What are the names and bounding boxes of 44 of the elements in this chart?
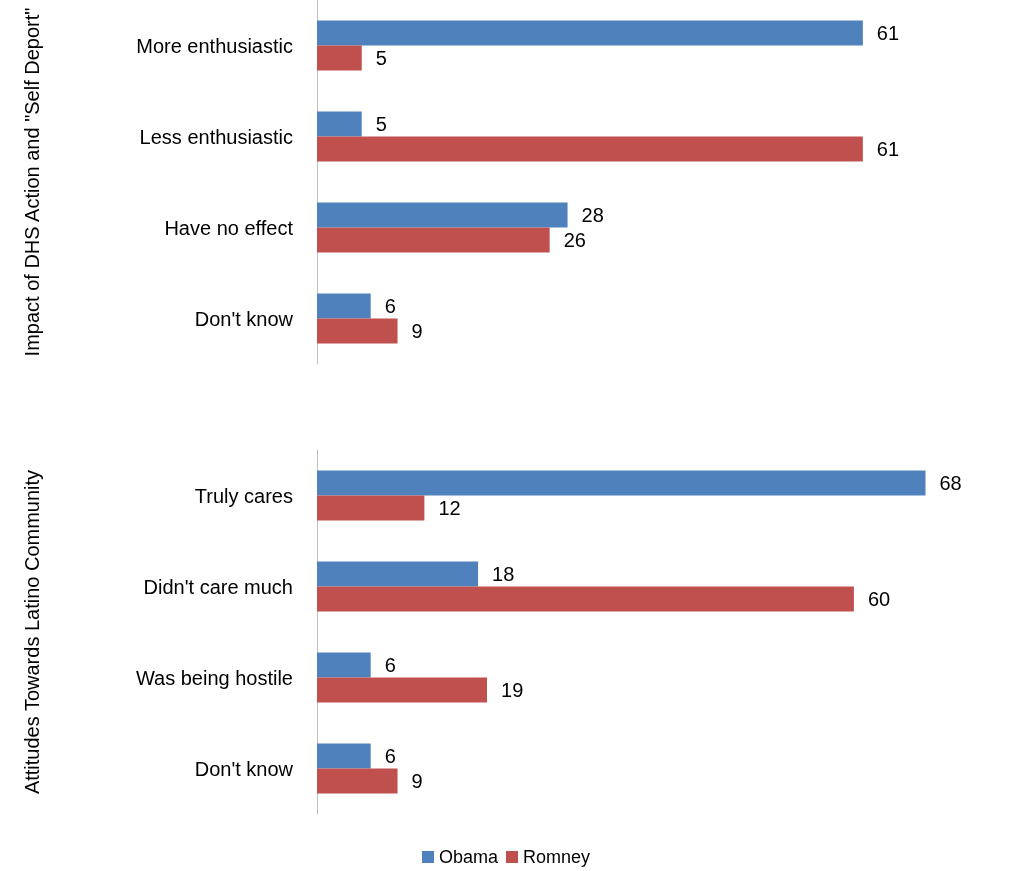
y-axis-title: Attitudes Towards Latino Community (21, 469, 43, 795)
bar (317, 111, 362, 137)
bar (317, 202, 568, 228)
bar (317, 470, 926, 496)
bar (317, 318, 398, 344)
data-label: 6 (384, 294, 396, 317)
y-tick-label: Less enthusiastic (139, 125, 293, 148)
y-tick-label: Don't know (194, 307, 294, 330)
data-label: 61 (876, 21, 900, 44)
bar (317, 677, 488, 703)
y-tick-label: Didn't care much (143, 575, 293, 598)
data-label: 6 (384, 744, 396, 767)
bar (317, 652, 371, 678)
bar (317, 45, 362, 71)
bar (317, 227, 550, 253)
data-label: 5 (375, 112, 387, 135)
bar (317, 561, 479, 587)
y-tick-label: Was being hostile (135, 666, 293, 689)
data-label: 68 (939, 471, 962, 494)
data-label: 19 (501, 679, 524, 702)
bar (317, 293, 371, 319)
y-tick-label: Don't know (194, 757, 294, 780)
bar (317, 136, 863, 162)
data-label: 18 (492, 562, 515, 585)
data-label: 6 (384, 653, 396, 676)
legend-label: Romney (523, 847, 591, 867)
bar (317, 495, 425, 521)
y-tick-label: More enthusiastic (136, 34, 293, 57)
data-label: 5 (375, 47, 387, 70)
bar (317, 586, 854, 612)
data-label: 61 (876, 138, 900, 161)
bar (317, 743, 371, 769)
data-label: 9 (411, 320, 423, 343)
y-tick-label: Truly cares (194, 484, 293, 507)
data-label: 12 (438, 497, 461, 520)
bar (317, 768, 398, 794)
y-axis-title: Impact of DHS Action and "Self Deport" (21, 7, 43, 357)
y-tick-label: Have no effect (164, 216, 294, 239)
data-label: 28 (581, 203, 604, 226)
data-label: 9 (411, 770, 423, 793)
data-label: 60 (867, 588, 891, 611)
bar (317, 20, 863, 46)
legend-label: Obama (438, 847, 499, 867)
data-label: 26 (563, 229, 586, 252)
